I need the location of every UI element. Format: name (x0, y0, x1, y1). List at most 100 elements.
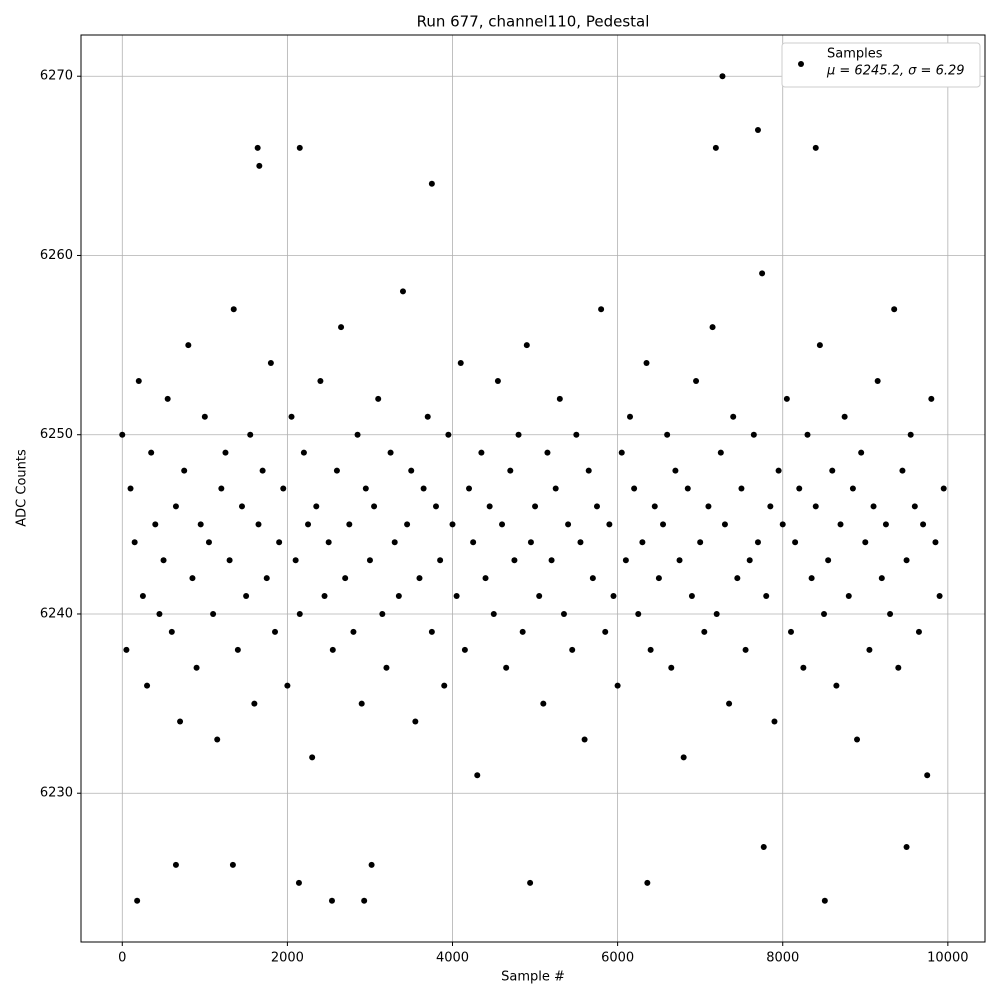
data-point (387, 449, 394, 456)
data-point (123, 646, 130, 653)
data-point (821, 610, 828, 617)
data-point (796, 485, 803, 492)
data-point (292, 557, 299, 564)
data-point (226, 557, 233, 564)
data-point (622, 557, 629, 564)
data-point (726, 700, 733, 707)
data-point (610, 593, 617, 600)
data-point (428, 628, 435, 635)
data-point (503, 664, 510, 671)
data-point (342, 575, 349, 582)
legend-annotation: μ = 6245.2, σ = 6.29 (826, 64, 965, 79)
data-point (358, 700, 365, 707)
data-point (709, 324, 716, 331)
data-point (259, 467, 266, 474)
data-point (812, 503, 819, 510)
data-point (457, 360, 464, 367)
data-point (874, 377, 881, 384)
data-point (193, 664, 200, 671)
data-point (602, 628, 609, 635)
data-point (139, 593, 146, 600)
data-point (560, 610, 567, 617)
data-point (738, 485, 745, 492)
data-point (214, 736, 221, 743)
data-point (643, 360, 650, 367)
data-point (841, 413, 848, 420)
data-point (552, 485, 559, 492)
data-point (437, 557, 444, 564)
data-point (680, 754, 687, 761)
data-point (651, 503, 658, 510)
y-axis-label: ADC Counts (15, 449, 30, 527)
data-point (350, 628, 357, 635)
data-point (284, 682, 291, 689)
x-axis-label: Sample # (501, 970, 565, 985)
y-tick-label: 6270 (40, 69, 73, 84)
data-point (870, 503, 877, 510)
data-point (296, 610, 303, 617)
data-point (705, 503, 712, 510)
data-point (891, 306, 898, 313)
data-point (164, 395, 171, 402)
data-point (420, 485, 427, 492)
data-point (338, 324, 345, 331)
data-point (408, 467, 415, 474)
data-point (119, 431, 126, 438)
data-point (230, 306, 237, 313)
data-point (548, 557, 555, 564)
data-point (441, 682, 448, 689)
data-point (787, 628, 794, 635)
data-point (644, 879, 651, 886)
data-point (833, 682, 840, 689)
data-point (317, 377, 324, 384)
data-point (254, 144, 261, 151)
data-point (647, 646, 654, 653)
data-point (329, 646, 336, 653)
data-point (593, 503, 600, 510)
data-point (127, 485, 134, 492)
data-point (760, 843, 767, 850)
data-point (256, 162, 263, 169)
data-point (305, 521, 312, 528)
data-point (288, 413, 295, 420)
data-point (391, 539, 398, 546)
data-point (672, 467, 679, 474)
data-point (486, 503, 493, 510)
data-point (903, 557, 910, 564)
x-tick-label: 4000 (436, 951, 469, 966)
data-point (201, 413, 208, 420)
data-point (532, 503, 539, 510)
data-point (688, 593, 695, 600)
data-point (181, 467, 188, 474)
data-point (172, 861, 179, 868)
data-point (660, 521, 667, 528)
data-point (825, 557, 832, 564)
data-point (569, 646, 576, 653)
data-point (424, 413, 431, 420)
data-point (238, 503, 245, 510)
data-point (494, 377, 501, 384)
data-point (804, 431, 811, 438)
data-point (779, 521, 786, 528)
x-tick-label: 10000 (927, 951, 968, 966)
legend-box (781, 42, 981, 88)
data-point (222, 449, 229, 456)
data-point (845, 593, 852, 600)
data-point (565, 521, 572, 528)
data-point (635, 610, 642, 617)
data-point (928, 395, 935, 402)
data-point (730, 413, 737, 420)
data-point (742, 646, 749, 653)
data-point (247, 431, 254, 438)
data-point (197, 521, 204, 528)
data-point (903, 843, 910, 850)
data-point (618, 449, 625, 456)
data-point (750, 431, 757, 438)
data-point (515, 431, 522, 438)
data-point (866, 646, 873, 653)
data-point (936, 593, 943, 600)
data-point (684, 485, 691, 492)
data-point (131, 539, 138, 546)
data-point (556, 395, 563, 402)
data-point (924, 772, 931, 779)
